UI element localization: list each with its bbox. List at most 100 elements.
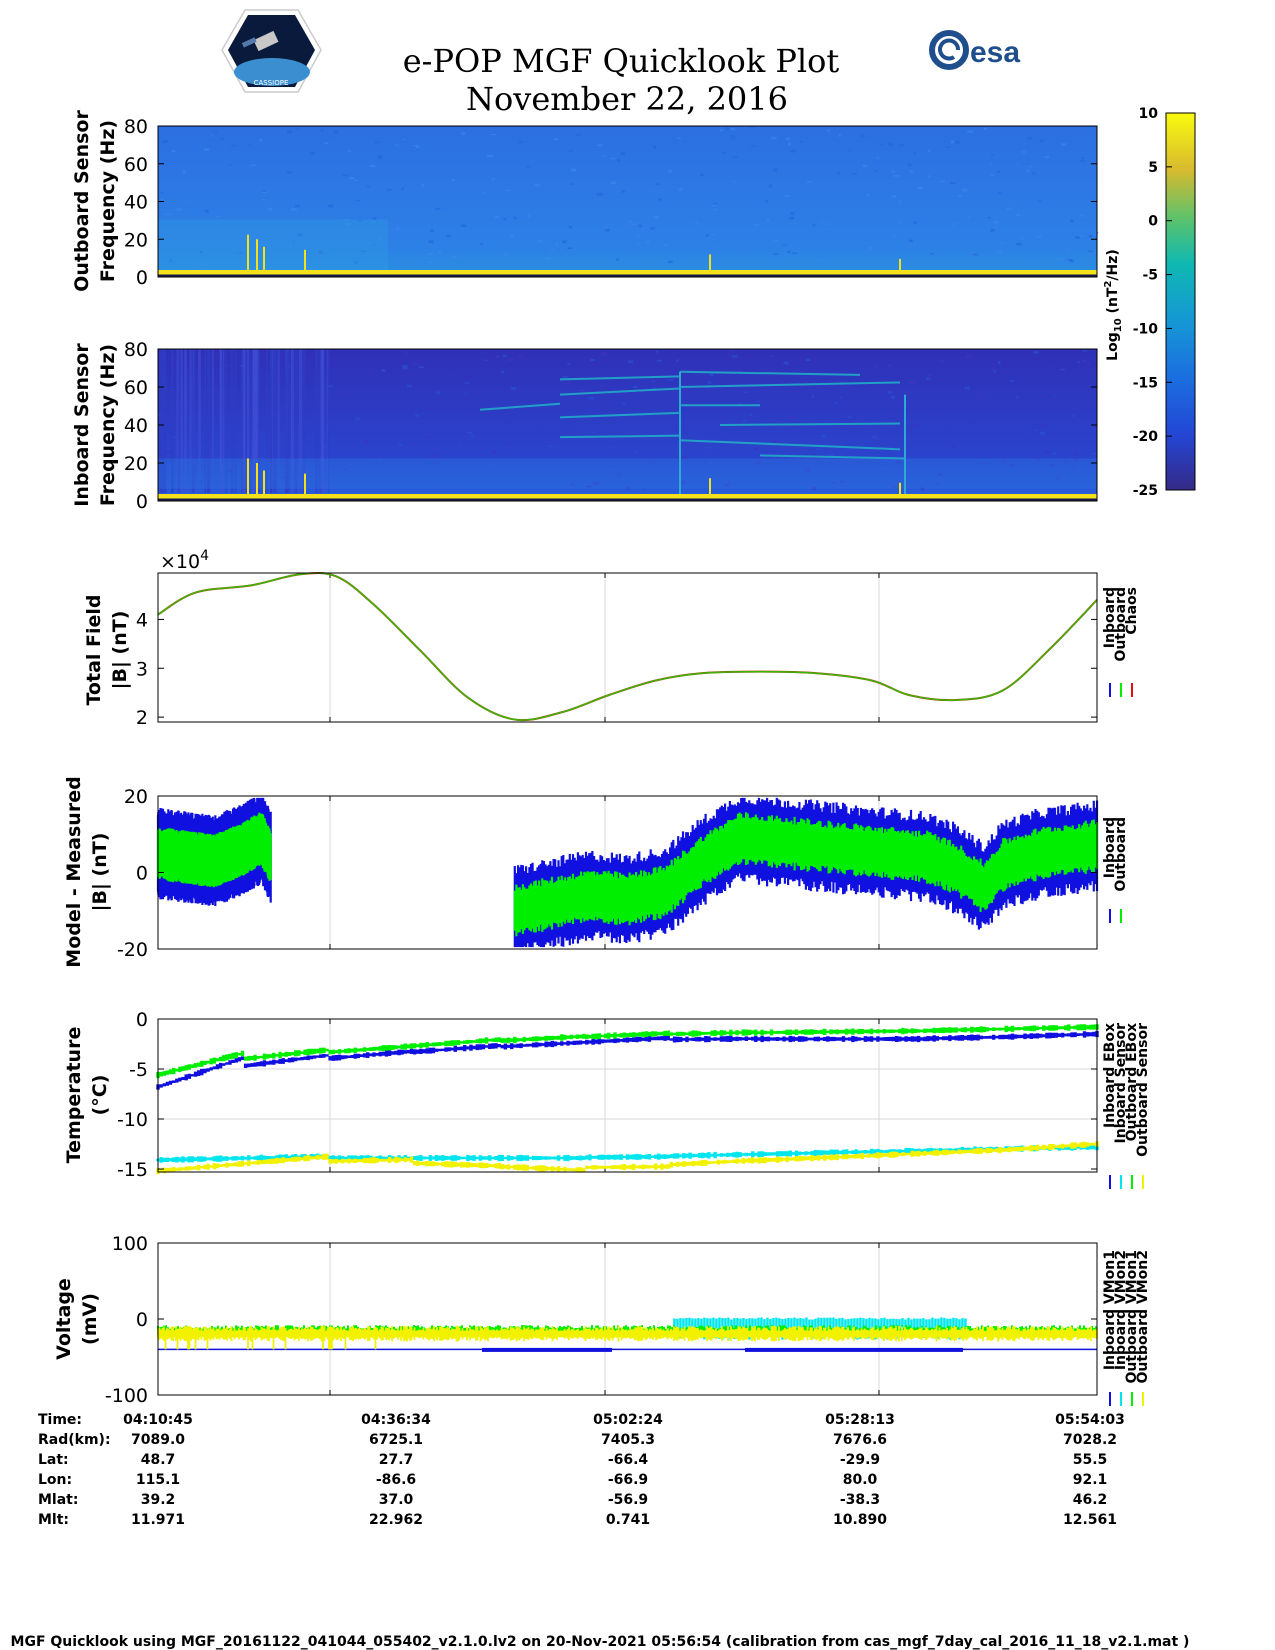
colorbar-tick-label: -25 xyxy=(1133,483,1158,499)
spectrogram-noise xyxy=(1079,235,1085,238)
spectrogram-noise xyxy=(633,386,637,389)
spectrogram-noise xyxy=(799,140,803,143)
ephemeris-key: Time: xyxy=(38,1412,82,1428)
ephemeris-value: 7676.6 xyxy=(833,1432,887,1448)
total-field-axes xyxy=(158,573,1097,722)
spectrogram-noise xyxy=(811,456,818,460)
spectrogram-noise xyxy=(349,177,355,180)
spectrogram-noise xyxy=(401,187,404,191)
ephemeris-value: 04:36:34 xyxy=(361,1412,431,1428)
spectrogram-noise xyxy=(745,354,748,357)
voltage-panel: 100 0 -100 Voltage (mV) Inboard VMon1Inboa… xyxy=(53,1233,1151,1407)
spectrogram-noise xyxy=(678,188,683,191)
spectrogram-noise xyxy=(712,233,716,236)
spectrogram-noise xyxy=(1015,242,1022,246)
spectrogram-noise xyxy=(259,138,263,142)
spectrogram-noise xyxy=(791,252,798,255)
spectrogram-noise xyxy=(575,133,582,136)
spectrogram-noise xyxy=(165,451,172,454)
spectrogram-noise xyxy=(507,358,514,362)
spectrogram-noise xyxy=(262,190,267,192)
spectrogram-noise xyxy=(815,258,821,261)
series-line-inboard-vmon1-thick xyxy=(745,1347,963,1352)
spectrogram-noise xyxy=(360,250,366,252)
spectrogram-noise xyxy=(770,355,776,358)
spectrogram-noise xyxy=(992,410,999,413)
spectrogram-noise xyxy=(650,227,655,230)
spectrogram-stripe xyxy=(219,349,222,493)
ephemeris-table: Time: 04:10:45 04:36:34 05:02:24 05:28:13 05:… xyxy=(38,1412,1125,1528)
spectrogram-stripe xyxy=(234,349,237,493)
spectrogram-noise xyxy=(954,140,960,144)
spectrogram-noise xyxy=(773,440,778,443)
ephemeris-key: Mlt: xyxy=(38,1512,69,1528)
spectrogram-noise xyxy=(754,447,758,451)
spectrogram-noise xyxy=(908,163,912,167)
spectrogram-noise xyxy=(227,469,232,473)
ephemeris-value: 05:02:24 xyxy=(593,1412,663,1428)
spectrogram-noise xyxy=(900,465,907,469)
spectrogram-noise xyxy=(1048,365,1053,367)
spectrogram-noise xyxy=(494,216,499,218)
spectrogram-noise xyxy=(656,359,663,362)
spectrogram-noise xyxy=(628,360,633,364)
colorbar-tick-label: -10 xyxy=(1133,321,1159,337)
y-tick-label: 20 xyxy=(124,453,148,475)
spectrogram-noise xyxy=(525,461,529,464)
spectrogram-noise xyxy=(1069,465,1076,467)
spectrogram-stripe xyxy=(320,349,324,493)
spectrogram-noise xyxy=(517,355,524,357)
colorbar-tick-label: -5 xyxy=(1142,268,1158,284)
spectrogram-noise xyxy=(769,184,773,188)
spectrogram-noise xyxy=(909,381,916,385)
spectrogram-noise xyxy=(965,355,972,359)
spectrogram-noise xyxy=(378,157,382,160)
spectrogram-noise xyxy=(967,130,973,133)
spectrogram-noise xyxy=(159,191,164,193)
spectrogram-noise xyxy=(481,192,486,194)
spectrogram-noise xyxy=(676,359,679,362)
spectrogram-noise xyxy=(935,483,938,485)
spectrogram-noise xyxy=(1034,468,1040,470)
spectrogram-noise xyxy=(634,451,638,454)
spectrogram-noise xyxy=(957,195,963,197)
spectrogram-noise xyxy=(198,263,205,267)
spectrogram-noise xyxy=(447,375,451,378)
y-tick-label: 0 xyxy=(136,1009,148,1031)
spectrogram-noise xyxy=(930,253,935,255)
y-tick-label: -100 xyxy=(105,1385,148,1407)
colorbar-tick-label: -15 xyxy=(1133,375,1158,391)
spectrogram-noise xyxy=(550,247,554,251)
legend-entry: Inboard Sensor xyxy=(1113,1023,1129,1144)
spectrogram-noise xyxy=(290,208,297,211)
spectrogram-noise xyxy=(257,424,264,427)
spectrogram-noise xyxy=(891,195,897,198)
spectrogram-stripe xyxy=(249,349,251,493)
spectrogram-stripe xyxy=(319,349,322,493)
spectrogram-noise xyxy=(806,469,810,472)
spectrogram-noise xyxy=(928,400,934,402)
spectrogram-noise xyxy=(215,215,221,218)
spectrogram-noise xyxy=(483,359,488,361)
spectrogram-noise xyxy=(650,460,655,462)
y-tick-label: 0 xyxy=(136,1309,148,1331)
spectrogram-noise xyxy=(729,135,736,137)
spectrogram-noise xyxy=(169,259,172,262)
spectrogram-noise xyxy=(819,220,824,222)
spectrogram-stripe xyxy=(243,349,246,493)
spectrogram-noise xyxy=(366,185,370,188)
colorbar-ticks: 10 5 0 -5 -10 -15 -20 -25 xyxy=(1133,106,1172,499)
spectrogram-noise xyxy=(1044,359,1048,361)
spectrogram-noise xyxy=(313,423,317,425)
spectrogram-noise xyxy=(749,414,753,417)
spectrogram-noise xyxy=(378,237,383,240)
spectrogram-noise xyxy=(811,395,815,398)
spectrogram-noise xyxy=(381,368,385,372)
spectrogram-noise xyxy=(713,245,717,247)
spectrogram-noise xyxy=(668,169,672,173)
spectrogram-noise xyxy=(268,207,273,211)
spectrogram-noise xyxy=(343,468,347,471)
spectrogram-noise xyxy=(503,251,508,254)
spectrogram-noise xyxy=(354,179,359,181)
